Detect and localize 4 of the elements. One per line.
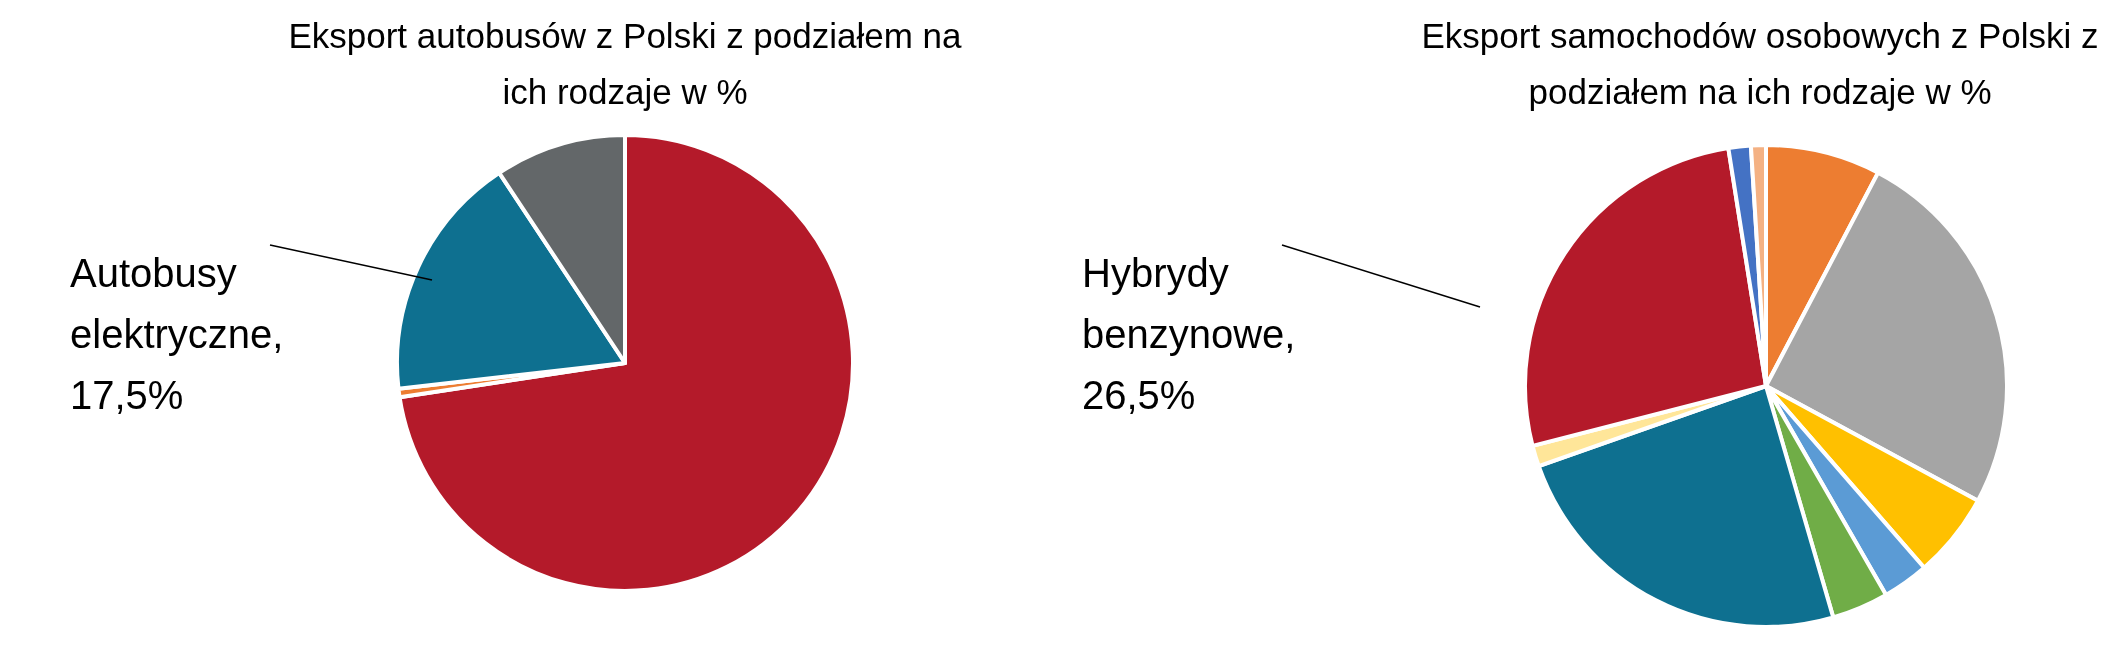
chart-title: Eksport autobusów z Polski z podziałem na ich rodzaje w % bbox=[288, 16, 963, 111]
text: Hybrydy benzynowe, 26,5% bbox=[1082, 250, 1297, 419]
chart-title: Eksport samochodów osobowych z Polski z podziałem na ich rodzaje w % bbox=[1421, 16, 2099, 111]
text: Autobusy elektryczne, 17,5% bbox=[70, 250, 285, 419]
